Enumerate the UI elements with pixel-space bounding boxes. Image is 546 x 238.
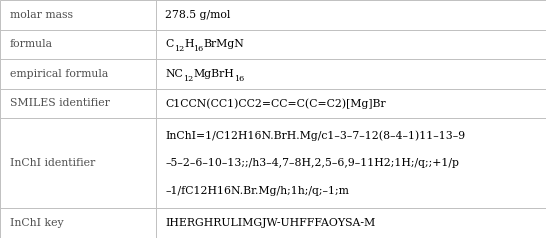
- Text: formula: formula: [10, 39, 53, 49]
- Text: IHERGHRULIMGJW-UHFFFAOYSA-M: IHERGHRULIMGJW-UHFFFAOYSA-M: [165, 218, 376, 228]
- Text: –1/fC12H16N.Br.Mg/h;1h;/q;–1;m: –1/fC12H16N.Br.Mg/h;1h;/q;–1;m: [165, 186, 349, 196]
- Text: –5–2–6–10–13;;/h3–4,7–8H,2,5–6,9–11H2;1H;/q;;+1/p: –5–2–6–10–13;;/h3–4,7–8H,2,5–6,9–11H2;1H…: [165, 158, 459, 168]
- Text: 16: 16: [234, 74, 245, 83]
- Text: C1CCN(CC1)CC2=CC=C(C=C2)[Mg]Br: C1CCN(CC1)CC2=CC=C(C=C2)[Mg]Br: [165, 98, 386, 109]
- Text: molar mass: molar mass: [10, 10, 73, 20]
- Text: 278.5 g/mol: 278.5 g/mol: [165, 10, 231, 20]
- Text: MgBrH: MgBrH: [193, 69, 234, 79]
- Text: SMILES identifier: SMILES identifier: [10, 98, 110, 108]
- Text: InChI key: InChI key: [10, 218, 63, 228]
- Text: 16: 16: [193, 45, 204, 53]
- Text: InChI identifier: InChI identifier: [10, 158, 95, 168]
- Text: 12: 12: [183, 74, 193, 83]
- Text: NC: NC: [165, 69, 183, 79]
- Text: InChI=1/C12H16N.BrH.Mg/c1–3–7–12(8–4–1)11–13–9: InChI=1/C12H16N.BrH.Mg/c1–3–7–12(8–4–1)1…: [165, 131, 466, 141]
- Text: H: H: [184, 39, 193, 49]
- Text: empirical formula: empirical formula: [10, 69, 108, 79]
- Text: BrMgN: BrMgN: [204, 39, 245, 49]
- Text: 12: 12: [174, 45, 184, 53]
- Text: C: C: [165, 39, 174, 49]
